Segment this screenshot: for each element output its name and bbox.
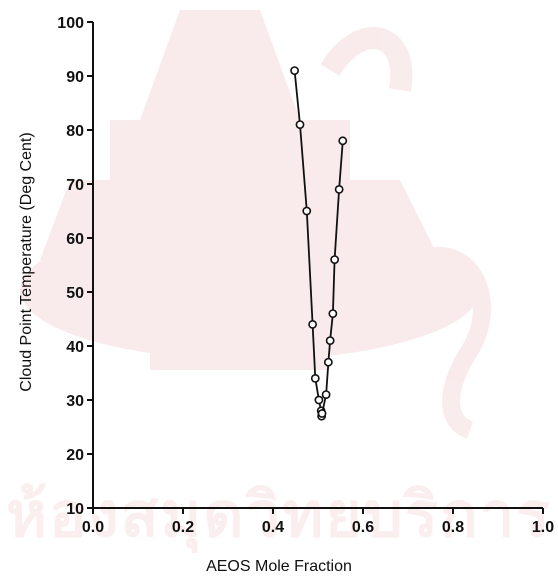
x-tick-label: 0.4 — [262, 519, 284, 536]
y-tick-label: 70 — [66, 177, 84, 194]
y-tick-label: 100 — [57, 15, 84, 32]
x-tick-label: 0.2 — [172, 519, 194, 536]
data-point — [302, 206, 312, 216]
data-point — [317, 409, 327, 418]
x-tick-label: 1.0 — [532, 519, 554, 536]
data-point — [323, 357, 333, 367]
data-point — [325, 336, 335, 345]
y-tick-label: 50 — [66, 285, 84, 302]
data-point — [338, 136, 348, 146]
y-tick-label: 10 — [66, 501, 84, 518]
y-tick-label: 40 — [66, 339, 84, 356]
x-axis-title: AEOS Mole Fraction — [206, 558, 352, 575]
watermark-text: ห้องสมุดวิทยบริการ — [6, 478, 552, 551]
x-tick-label: 0.8 — [442, 519, 464, 536]
x-tick-label: 0.0 — [82, 519, 104, 536]
data-point — [330, 255, 340, 264]
data-point — [295, 120, 305, 129]
y-tick-label: 90 — [66, 69, 84, 86]
data-point — [314, 395, 324, 405]
y-tick-label: 80 — [66, 123, 84, 140]
data-point — [334, 184, 344, 194]
plot-axes: 10 20 30 40 50 60 70 80 90 100 0.0 0.2 0.4 0.6 0.8 1.0 — [57, 15, 554, 536]
watermark-seal — [20, 10, 491, 439]
y-tick-label: 30 — [66, 393, 84, 410]
data-point — [310, 373, 320, 383]
y-tick-label: 20 — [66, 447, 84, 464]
data-point — [321, 390, 331, 399]
x-tick-label: 0.6 — [352, 519, 374, 536]
data-point — [308, 319, 317, 329]
series-line-2 — [321, 140, 344, 414]
y-axis-title: Cloud Point Temperature (Deg Cent) — [18, 132, 35, 392]
data-point — [290, 66, 299, 75]
data-point — [328, 309, 338, 318]
y-tick-label: 60 — [66, 231, 84, 248]
plot-area — [290, 66, 348, 421]
